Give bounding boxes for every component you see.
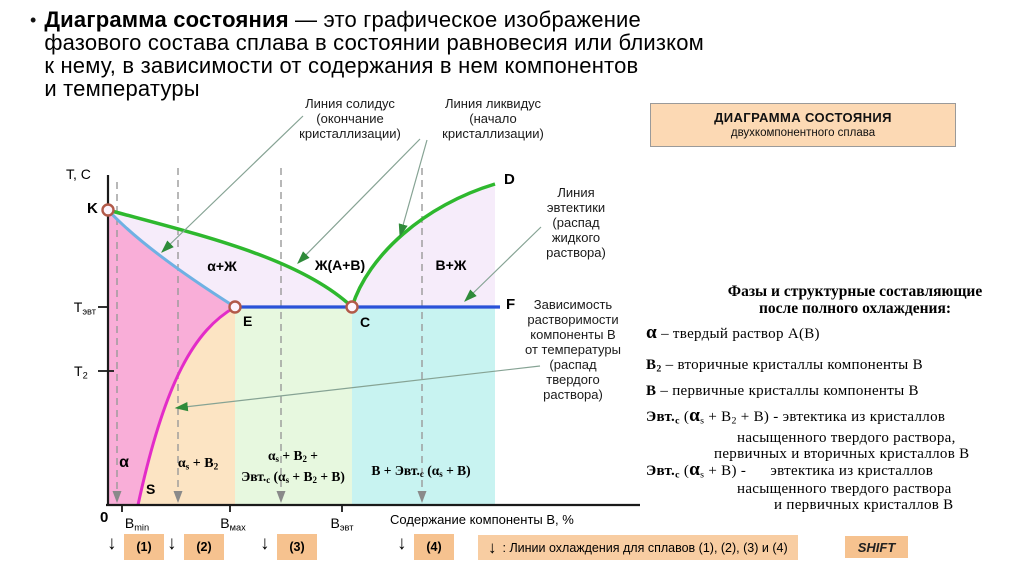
cooling-label-2: (2) — [184, 534, 224, 560]
annotation-line: растворимости — [527, 312, 619, 327]
solidus-curve — [106, 208, 236, 309]
region-liquid-two-phase-fill — [108, 184, 495, 307]
region-label-alpha-b2: αs + B2 — [177, 456, 219, 472]
panel-subtitle: двухкомпонентного сплава — [730, 127, 876, 139]
shift-button[interactable]: SHIFT — [845, 536, 908, 558]
annotation-line: (окончание — [316, 111, 384, 126]
liquidus-annotation: Линия ликвидус (начало кристаллизации) — [442, 96, 544, 141]
pointer-liquidus-right — [398, 139, 428, 238]
definition-line-2: фазового состава сплава в состоянии равн… — [44, 30, 704, 55]
panel-header: ДИАГРАММА СОСТОЯНИЯ двухкомпонентного сп… — [650, 103, 956, 147]
phases-heading: Фазы и структурные составляющие после по… — [690, 283, 1020, 317]
definition-lines: Диаграмма состояния — это графическое из… — [44, 8, 704, 100]
solubility-annotation: Зависимость растворимости компоненты В о… — [525, 297, 621, 402]
phase-item-alpha: α – твердый раствор А(В) — [646, 322, 820, 343]
pointer-solidus — [161, 115, 304, 253]
region-label-eutectic-left: αs + B2 + Эвт.с (αs + B2 + В) — [241, 447, 345, 489]
phase-item-eutectic-1-cont: насыщенного твердого раствора, — [737, 430, 956, 446]
y-tick-label-t2: Т2 — [74, 363, 88, 381]
point-label-s: S — [146, 481, 156, 497]
point-label-c: C — [360, 314, 371, 330]
point-label-k: K — [87, 200, 98, 217]
down-arrow-icon: ↓ — [488, 537, 497, 557]
cooling-arrowhead-4 — [417, 491, 427, 503]
point-label-f: F — [506, 296, 516, 313]
annotation-line: Линия ликвидус — [444, 96, 542, 111]
phase-item-eutectic-1: Эвт.с (αs + B2 + В) - эвтектика из крист… — [646, 405, 946, 427]
x-tick-label-bmax: Вмах — [220, 515, 246, 533]
annotation-line: Линия — [557, 185, 595, 200]
bullet-marker: • — [30, 10, 37, 30]
point-marker-e — [228, 300, 242, 314]
definition-line-4: и температуры — [44, 76, 200, 101]
definition-line-3: к нему, в зависимости от содержания в не… — [44, 53, 639, 78]
point-marker-k — [101, 203, 115, 217]
annotation-line: от температуры — [525, 342, 621, 357]
annotation-line: раствора) — [546, 245, 606, 260]
annotation-line: жидкого — [551, 230, 601, 245]
annotation-line: кристаллизации) — [299, 126, 401, 141]
phases-heading-line: Фазы и структурные составляющие — [727, 283, 983, 300]
cooling-arrowhead-1 — [112, 491, 122, 503]
phase-item-eutectic-2: Эвт.с (αs + В) - эвтектика из кристаллов — [646, 459, 934, 481]
phase-item-eutectic-2-cont: насыщенного твердого раствора — [737, 481, 952, 497]
cooling-arrow-4-icon: ↓ — [397, 533, 407, 554]
eutectic-annotation: Линия эвтектики (распад жидкого раствора… — [546, 185, 606, 260]
annotation-line: (распад — [552, 215, 600, 230]
pointer-solubility — [174, 365, 541, 412]
phase-item-b2: В2 – вторичные кристаллы компоненты В — [646, 357, 923, 375]
point-label-e: E — [243, 313, 253, 329]
pointer-liquidus-left — [297, 138, 421, 264]
definition-block: • Диаграмма состояния — это графическое … — [30, 8, 704, 100]
annotation-line: Линия солидус — [305, 96, 395, 111]
cooling-label-3: (3) — [277, 534, 317, 560]
y-axis-title: T, C — [66, 166, 91, 182]
region-label-alpha: α — [119, 454, 129, 471]
solidus-annotation: Линия солидус (окончание кристаллизации) — [299, 96, 401, 141]
x-axis-title: Содержание компоненты В, % — [390, 512, 574, 527]
origin-label: 0 — [100, 509, 109, 526]
panel-title: ДИАГРАММА СОСТОЯНИЯ — [714, 110, 892, 125]
cooling-arrow-3-icon: ↓ — [260, 533, 270, 554]
phase-item-b: В – первичные кристаллы компоненты В — [646, 383, 919, 399]
cooling-legend-text: : Линии охлаждения для сплавов (1), (2),… — [502, 540, 788, 555]
annotation-line: (распад — [549, 357, 597, 372]
region-label-eutectic-right: В + Эвт.с (αs + В) — [371, 462, 471, 480]
cooling-arrowhead-2 — [173, 491, 183, 503]
annotation-line: кристаллизации) — [442, 126, 544, 141]
cooling-arrow-1-icon: ↓ — [107, 533, 117, 554]
annotation-line: раствора) — [543, 387, 603, 402]
cooling-label-4: (4) — [414, 534, 454, 560]
region-label-b-liquid: В+Ж — [435, 257, 467, 273]
x-tick-label-bevt: Вэвт — [330, 515, 354, 533]
cooling-arrow-2-icon: ↓ — [167, 533, 177, 554]
region-eutectic-left-fill — [235, 307, 352, 505]
region-label-alpha-liquid: α+Ж — [207, 258, 237, 274]
pointer-eutectic — [464, 226, 542, 302]
region-label-line: Эвт.с (αs + B2 + В) — [241, 469, 345, 486]
phase-item-eutectic-2-cont: и первичных кристаллов В — [774, 497, 954, 513]
cooling-legend: ↓ : Линии охлаждения для сплавов (1), (2… — [478, 535, 798, 560]
solvus-curve — [136, 305, 236, 506]
cooling-arrowhead-3 — [276, 491, 286, 503]
annotation-line: Зависимость — [533, 297, 613, 312]
region-alpha-fill — [108, 210, 235, 505]
phases-heading-line: после полного охлаждения: — [758, 300, 952, 317]
annotation-line: компоненты В — [530, 327, 616, 342]
definition-line-1: Диаграмма состояния — это графическое из… — [44, 7, 641, 32]
cooling-label-1: (1) — [124, 534, 164, 560]
x-tick-label-bmin: Bmin — [124, 515, 150, 533]
point-marker-c — [345, 300, 359, 314]
phase-item-eutectic-1-cont: первичных и вторичных кристаллов В — [714, 446, 970, 462]
point-label-d: D — [504, 171, 515, 188]
region-eutectic-right-fill — [352, 307, 495, 505]
region-label-line: αs + B2 + — [268, 448, 318, 465]
annotation-line: твердого — [546, 372, 600, 387]
annotation-line: эвтектики — [546, 200, 606, 215]
annotation-line: (начало — [469, 111, 517, 126]
y-tick-label-tevt: Тэвт — [73, 299, 96, 317]
region-label-liquid-ab: Ж(А+В) — [314, 257, 366, 273]
